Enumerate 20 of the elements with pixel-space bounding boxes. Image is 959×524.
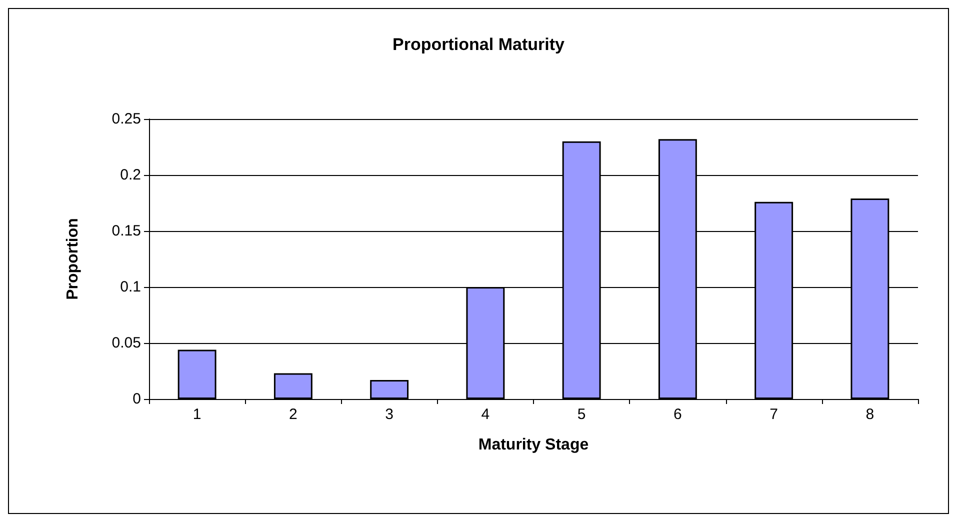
- bar: [370, 380, 409, 399]
- y-tick-label: 0.2: [120, 166, 141, 184]
- x-tick-label: 2: [289, 406, 298, 423]
- chart-title: Proportional Maturity: [392, 35, 565, 54]
- x-tick-label: 1: [192, 406, 202, 423]
- y-tick-label: 0.1: [120, 278, 141, 296]
- y-tick-label: 0.05: [112, 334, 141, 352]
- bar: [274, 373, 312, 399]
- bar: [178, 350, 216, 399]
- x-tick-label: 7: [770, 406, 778, 423]
- x-axis-title: Maturity Stage: [478, 436, 589, 454]
- x-tick-label: 6: [674, 406, 682, 423]
- x-tick-label: 3: [385, 406, 394, 423]
- y-tick-label: 0.15: [112, 222, 141, 240]
- y-tick-label: 0.25: [112, 110, 141, 128]
- y-tick-label: 0: [132, 390, 141, 408]
- x-tick-label: 4: [481, 406, 490, 423]
- y-axis-title: Proportion: [64, 218, 82, 300]
- x-tick-label: 5: [577, 406, 586, 423]
- x-tick-label: 8: [866, 406, 874, 423]
